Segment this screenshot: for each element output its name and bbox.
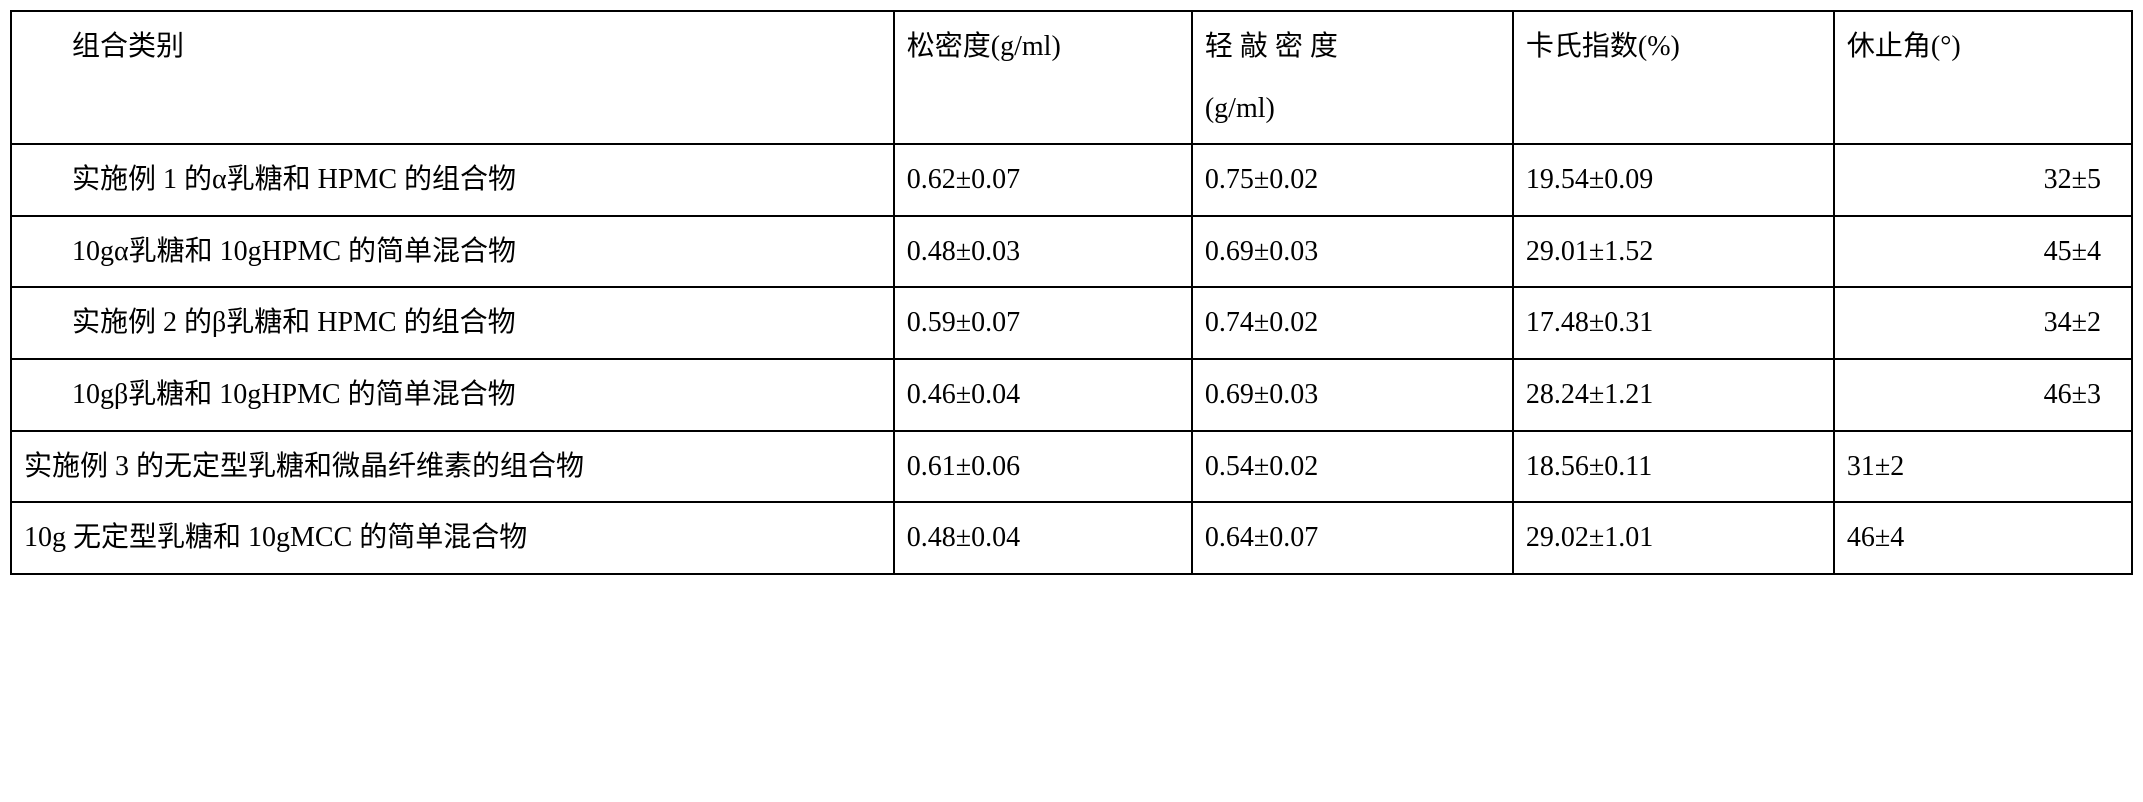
cell-combo-type: 10gβ乳糖和 10gHPMC 的简单混合物 xyxy=(11,359,894,431)
table-row: 10gα乳糖和 10gHPMC 的简单混合物 0.48±0.03 0.69±0.… xyxy=(11,216,2132,288)
cell-tapped-density: 0.64±0.07 xyxy=(1192,502,1513,574)
cell-combo-type: 实施例 1 的α乳糖和 HPMC 的组合物 xyxy=(11,144,894,216)
table-row: 10gβ乳糖和 10gHPMC 的简单混合物 0.46±0.04 0.69±0.… xyxy=(11,359,2132,431)
cell-combo-type: 实施例 2 的β乳糖和 HPMC 的组合物 xyxy=(11,287,894,359)
cell-bulk-density: 0.59±0.07 xyxy=(894,287,1192,359)
cell-tapped-density: 0.75±0.02 xyxy=(1192,144,1513,216)
cell-carr-index: 29.01±1.52 xyxy=(1513,216,1834,288)
header-cell-bulk-density: 松密度(g/ml) xyxy=(894,11,1192,144)
cell-combo-type: 实施例 3 的无定型乳糖和微晶纤维素的组合物 xyxy=(11,431,894,503)
table-row: 实施例 2 的β乳糖和 HPMC 的组合物 0.59±0.07 0.74±0.0… xyxy=(11,287,2132,359)
data-table: 组合类别 松密度(g/ml) 轻 敲 密 度 (g/ml) 卡氏指数(%) 休止… xyxy=(10,10,2133,575)
cell-bulk-density: 0.61±0.06 xyxy=(894,431,1192,503)
cell-bulk-density: 0.62±0.07 xyxy=(894,144,1192,216)
cell-bulk-density: 0.46±0.04 xyxy=(894,359,1192,431)
data-table-container: 组合类别 松密度(g/ml) 轻 敲 密 度 (g/ml) 卡氏指数(%) 休止… xyxy=(10,10,2133,575)
header-tapped-line1: 轻 敲 密 度 xyxy=(1205,31,1338,62)
cell-carr-index: 29.02±1.01 xyxy=(1513,502,1834,574)
cell-carr-index: 19.54±0.09 xyxy=(1513,144,1834,216)
cell-angle-repose: 34±2 xyxy=(1834,287,2132,359)
cell-combo-type: 10g 无定型乳糖和 10gMCC 的简单混合物 xyxy=(11,502,894,574)
cell-tapped-density: 0.54±0.02 xyxy=(1192,431,1513,503)
header-cell-combo-type: 组合类别 xyxy=(11,11,894,144)
table-body: 实施例 1 的α乳糖和 HPMC 的组合物 0.62±0.07 0.75±0.0… xyxy=(11,144,2132,574)
cell-angle-repose: 32±5 xyxy=(1834,144,2132,216)
header-cell-angle-repose: 休止角(°) xyxy=(1834,11,2132,144)
cell-tapped-density: 0.74±0.02 xyxy=(1192,287,1513,359)
header-cell-carr-index: 卡氏指数(%) xyxy=(1513,11,1834,144)
cell-combo-type: 10gα乳糖和 10gHPMC 的简单混合物 xyxy=(11,216,894,288)
cell-angle-repose: 46±4 xyxy=(1834,502,2132,574)
table-row: 实施例 1 的α乳糖和 HPMC 的组合物 0.62±0.07 0.75±0.0… xyxy=(11,144,2132,216)
cell-angle-repose: 45±4 xyxy=(1834,216,2132,288)
cell-angle-repose: 31±2 xyxy=(1834,431,2132,503)
header-tapped-line2: (g/ml) xyxy=(1205,93,1275,124)
cell-angle-repose: 46±3 xyxy=(1834,359,2132,431)
header-cell-tapped-density: 轻 敲 密 度 (g/ml) xyxy=(1192,11,1513,144)
cell-carr-index: 28.24±1.21 xyxy=(1513,359,1834,431)
cell-tapped-density: 0.69±0.03 xyxy=(1192,216,1513,288)
header-row: 组合类别 松密度(g/ml) 轻 敲 密 度 (g/ml) 卡氏指数(%) 休止… xyxy=(11,11,2132,144)
cell-carr-index: 17.48±0.31 xyxy=(1513,287,1834,359)
cell-carr-index: 18.56±0.11 xyxy=(1513,431,1834,503)
table-row: 实施例 3 的无定型乳糖和微晶纤维素的组合物 0.61±0.06 0.54±0.… xyxy=(11,431,2132,503)
table-row: 10g 无定型乳糖和 10gMCC 的简单混合物 0.48±0.04 0.64±… xyxy=(11,502,2132,574)
cell-tapped-density: 0.69±0.03 xyxy=(1192,359,1513,431)
cell-bulk-density: 0.48±0.04 xyxy=(894,502,1192,574)
cell-bulk-density: 0.48±0.03 xyxy=(894,216,1192,288)
